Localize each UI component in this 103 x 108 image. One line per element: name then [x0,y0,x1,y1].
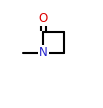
Text: O: O [39,12,48,25]
Text: N: N [39,46,48,59]
